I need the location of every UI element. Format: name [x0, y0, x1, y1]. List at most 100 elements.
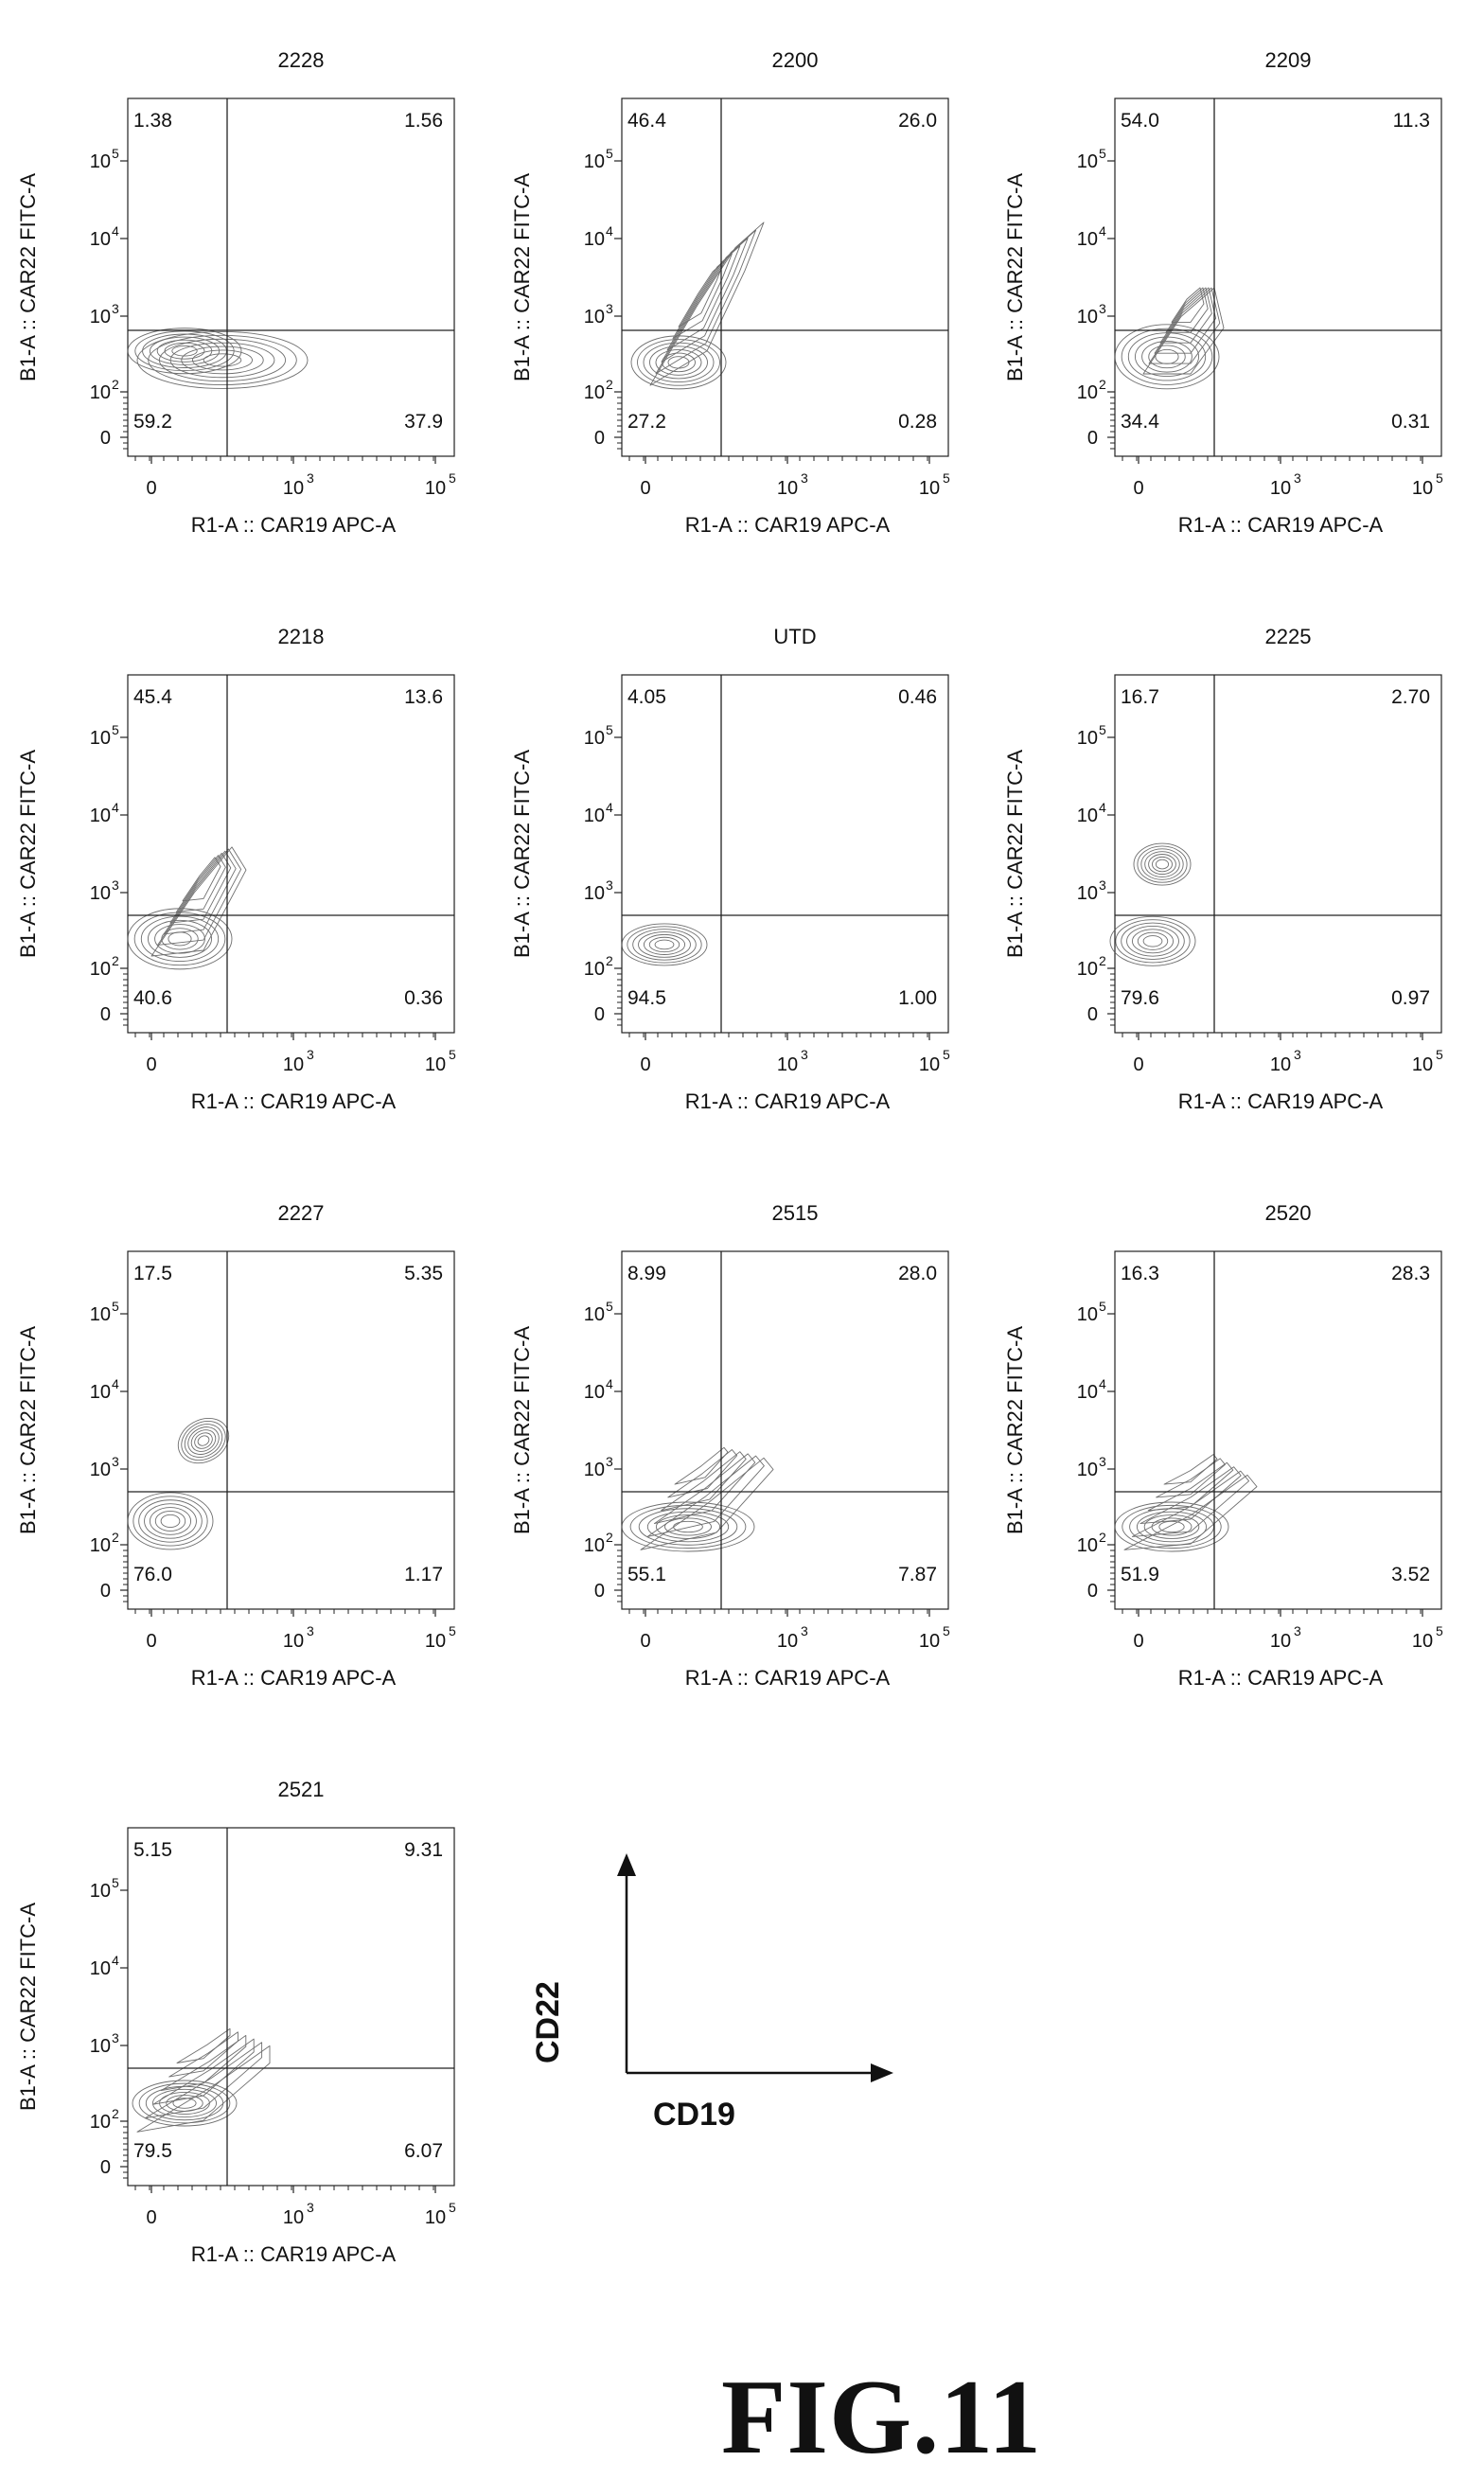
x-tick-exponent: 3 — [1294, 1623, 1301, 1638]
y-tick-exponent: 3 — [606, 301, 613, 316]
contour-line — [1152, 856, 1173, 873]
plot-frame — [621, 1250, 949, 1610]
x-tick-label: 10 — [1270, 478, 1291, 499]
contour-line — [661, 238, 749, 363]
contour-line — [182, 857, 221, 902]
y-tick-exponent: 2 — [112, 2106, 119, 2121]
legend-x-label: CD19 — [653, 2097, 735, 2133]
y-axis-title: B1-A :: CAR22 FITC-A — [1003, 1326, 1027, 1534]
contour-line — [667, 356, 690, 369]
x-axis-title: R1-A :: CAR19 APC-A — [685, 1666, 891, 1690]
contour-line — [1148, 854, 1176, 876]
contour-line — [1114, 324, 1220, 390]
y-tick-label: 10 — [90, 2036, 111, 2057]
contour-line — [181, 1421, 226, 1461]
contour-line — [1123, 1474, 1258, 1550]
x-tick-exponent: 5 — [449, 1047, 456, 1062]
x-tick-label: 10 — [1270, 1631, 1291, 1652]
plot-frame — [1114, 97, 1442, 457]
quadrant-lr-value: 1.17 — [404, 1564, 443, 1585]
contour-line — [136, 331, 309, 389]
x-axis-title: R1-A :: CAR19 APC-A — [191, 1089, 397, 1113]
y-tick-exponent: 2 — [112, 1530, 119, 1545]
plot-frame — [127, 1250, 455, 1610]
x-tick-label: 10 — [425, 1631, 446, 1652]
panel-title: 2225 — [1265, 625, 1312, 648]
x-tick-label: 10 — [919, 1054, 940, 1075]
y-tick-label: 10 — [1077, 229, 1098, 250]
contour-line — [147, 919, 212, 958]
x-tick-label: 0 — [146, 478, 156, 499]
quadrant-lr-value: 0.36 — [404, 987, 443, 1009]
y-tick-exponent: 3 — [1099, 301, 1106, 316]
contour-line — [653, 1453, 756, 1525]
contour-line — [655, 348, 702, 376]
plot-frame — [127, 674, 455, 1034]
y-tick-label: 10 — [90, 728, 111, 749]
x-tick-label: 0 — [146, 1631, 156, 1652]
y-tick-label: 10 — [584, 959, 605, 980]
contour-line — [184, 1424, 223, 1459]
x-tick-label: 10 — [425, 478, 446, 499]
y-tick-exponent: 2 — [606, 953, 613, 968]
quadrant-lr-value: 0.31 — [1391, 411, 1430, 433]
x-tick-label: 0 — [640, 1054, 650, 1075]
y-tick-label: 10 — [90, 151, 111, 172]
y-axis-title: B1-A :: CAR22 FITC-A — [1003, 750, 1027, 958]
x-tick-exponent: 5 — [449, 470, 456, 486]
contour-cluster — [621, 1446, 774, 1552]
contour-line — [1171, 287, 1205, 323]
contour-line — [1127, 332, 1207, 381]
contour-line — [158, 338, 287, 382]
contour-line — [661, 1451, 747, 1512]
y-tick-exponent: 2 — [606, 377, 613, 392]
y-tick-exponent: 4 — [112, 800, 119, 815]
contour-line — [203, 353, 242, 367]
contour-line — [1121, 922, 1185, 960]
contour-line — [1165, 287, 1209, 333]
x-tick-label: 0 — [146, 2207, 156, 2228]
y-tick-label: 10 — [1077, 959, 1098, 980]
x-tick-exponent: 3 — [801, 470, 808, 486]
contour-line — [664, 1517, 712, 1536]
contour-line — [150, 846, 247, 957]
y-tick-label: 10 — [90, 307, 111, 328]
contour-line — [1163, 1454, 1218, 1485]
contour-line — [1158, 1520, 1185, 1533]
contour-line — [627, 926, 702, 964]
panel-title: UTD — [773, 625, 816, 648]
quadrant-ul-value: 4.05 — [627, 686, 666, 708]
y-axis-title: B1-A :: CAR22 FITC-A — [16, 750, 40, 958]
x-axis-title: R1-A :: CAR19 APC-A — [1178, 513, 1384, 537]
contour-cluster — [1114, 1454, 1258, 1552]
contour-cluster — [630, 221, 765, 390]
quadrant-ur-value: 2.70 — [1391, 686, 1430, 708]
contour-line — [127, 908, 233, 970]
y-tick-exponent: 5 — [112, 1299, 119, 1314]
x-tick-exponent: 3 — [307, 1623, 314, 1638]
y-tick-label: 0 — [1087, 1004, 1098, 1025]
x-tick-exponent: 5 — [1436, 470, 1443, 486]
y-tick-exponent: 3 — [112, 1454, 119, 1469]
quadrant-ll-value: 40.6 — [133, 987, 172, 1009]
y-tick-label: 10 — [90, 382, 111, 403]
contour-line — [160, 1514, 181, 1528]
plot-frame — [1114, 1250, 1442, 1610]
x-tick-label: 10 — [425, 2207, 446, 2228]
x-axis-title: R1-A :: CAR19 APC-A — [1178, 1666, 1384, 1690]
y-tick-exponent: 4 — [606, 800, 613, 815]
contour-line — [154, 1510, 186, 1532]
contour-line — [1137, 931, 1169, 950]
contour-line — [187, 1426, 220, 1455]
x-tick-label: 10 — [777, 1054, 798, 1075]
y-axis-title: B1-A :: CAR22 FITC-A — [1003, 173, 1027, 381]
contour-line — [621, 1501, 755, 1552]
contour-line — [649, 345, 708, 380]
y-tick-label: 10 — [584, 728, 605, 749]
contour-line — [1131, 1470, 1250, 1537]
plot-frame — [621, 97, 949, 457]
